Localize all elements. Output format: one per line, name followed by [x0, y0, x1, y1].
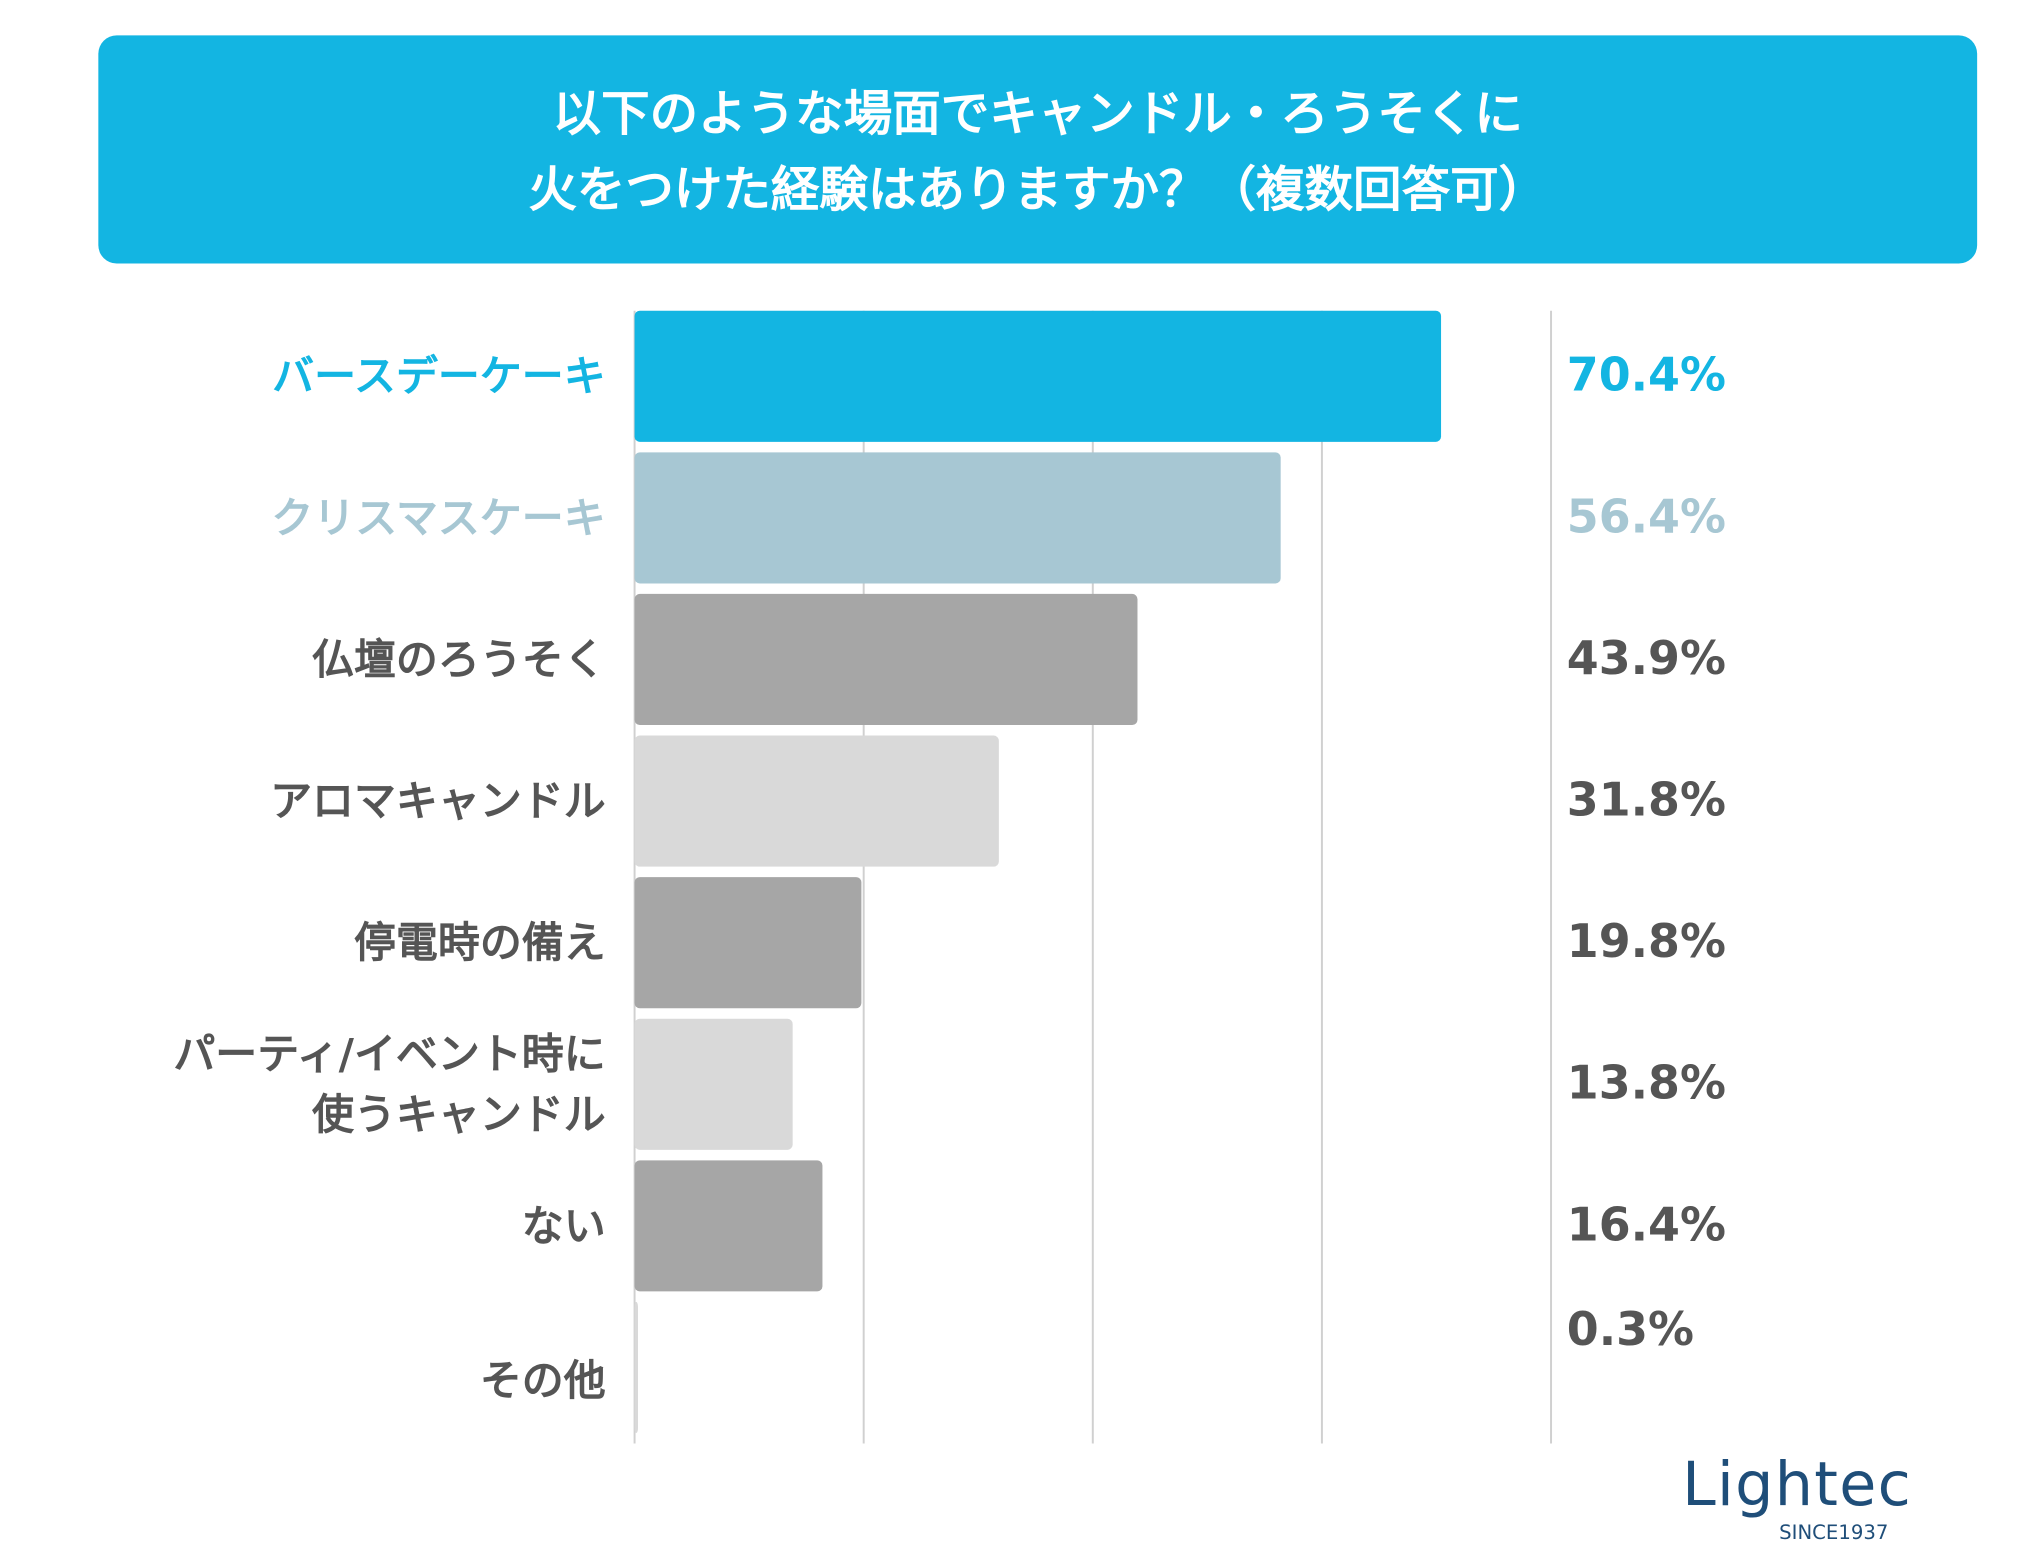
value-label: 16.4%: [1566, 1199, 1726, 1253]
category-label: クリスマスケーキ: [271, 492, 606, 543]
category-label: その他: [479, 1355, 606, 1406]
bar: [634, 1160, 823, 1292]
value-label: 31.8%: [1566, 774, 1726, 828]
bar: [634, 1018, 793, 1150]
category-label: 仏壇のろうそく: [312, 634, 606, 685]
bar: [634, 593, 1138, 726]
title-box: [98, 35, 1978, 264]
bar: [634, 452, 1281, 584]
bar: [634, 1301, 639, 1434]
category-label: バースデーケーキ: [272, 351, 606, 402]
bar: [634, 735, 999, 867]
value-label: 56.4%: [1566, 491, 1726, 545]
category-label: ない: [521, 1200, 606, 1251]
category-label: アロマキャンドル: [270, 776, 606, 826]
value-label: 0.3%: [1566, 1304, 1695, 1357]
value-label: 19.8%: [1566, 916, 1726, 969]
category-label: パーティ/イベント時に 使うキャンドル: [173, 1029, 606, 1140]
category-label: 停電時の備え: [353, 917, 606, 968]
bar: [634, 877, 862, 1009]
value-label: 43.9%: [1566, 633, 1726, 686]
chart-title: 以下のような場面でキャンドル・ろうそくに 火をつけた経験はありますか？（複数回答…: [528, 85, 1548, 218]
logo: Lightec: [1682, 1448, 1913, 1520]
bar: [634, 310, 1442, 442]
value-label: 70.4%: [1566, 350, 1726, 403]
logo-since: SINCE1937: [1779, 1520, 1889, 1545]
value-label: 13.8%: [1566, 1058, 1726, 1111]
